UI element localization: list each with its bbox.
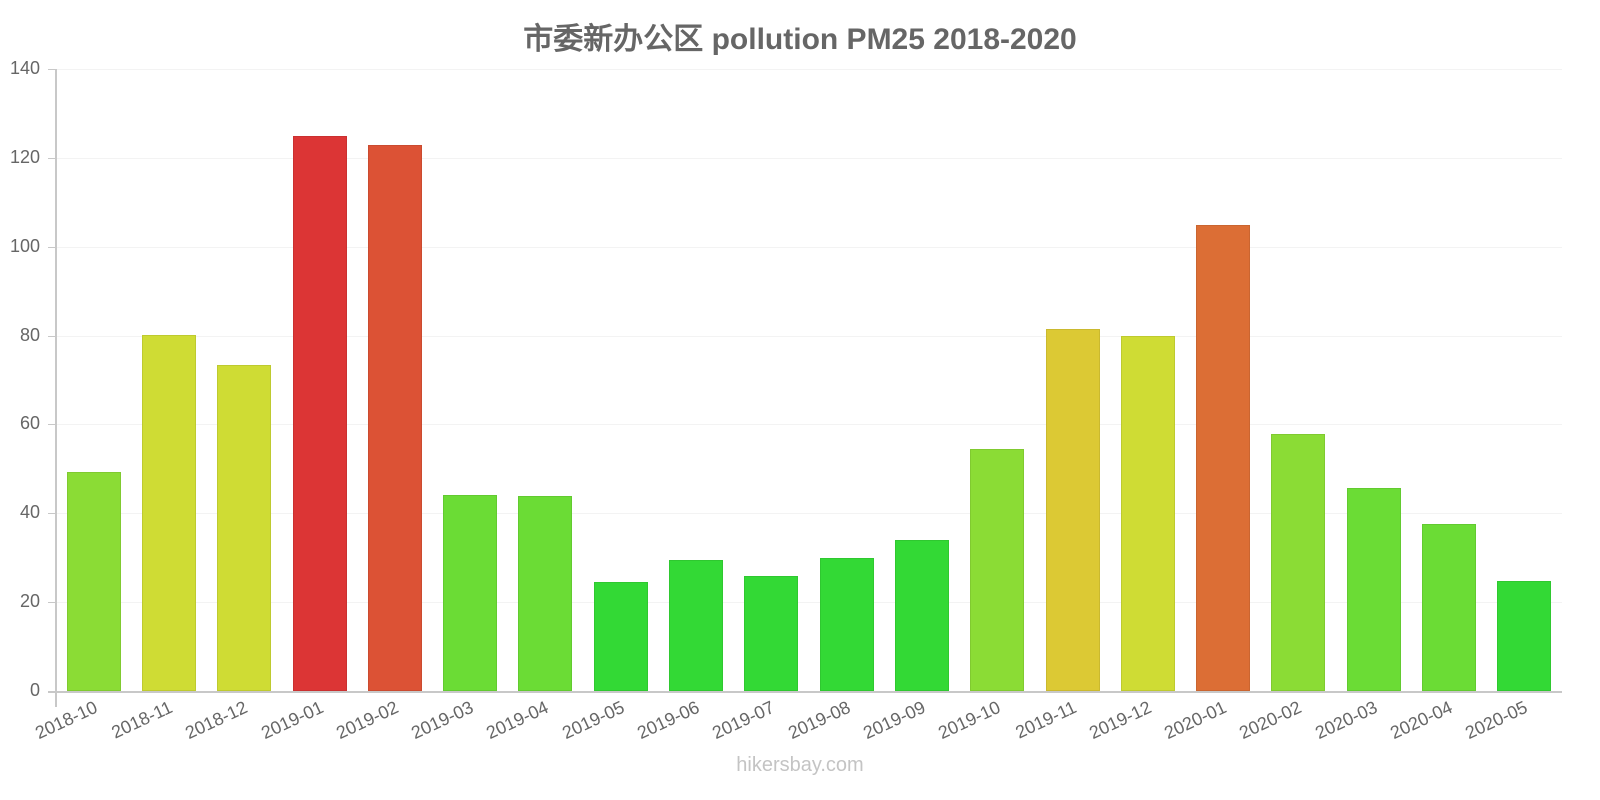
x-tick-label: 2019-05 [559, 697, 628, 744]
bar-2019-12[interactable] [1121, 336, 1175, 691]
y-tick-label: 80 [19, 325, 40, 345]
y-tick-label: 40 [19, 502, 40, 522]
x-tick-label: 2018-12 [182, 697, 251, 744]
y-axis [55, 69, 57, 707]
bar-2020-02[interactable] [1271, 434, 1325, 691]
x-axis [48, 691, 1562, 693]
x-tick-label: 2020-02 [1236, 697, 1305, 744]
gridline [56, 69, 1562, 70]
bar-2019-08[interactable] [820, 558, 874, 691]
x-tick-label: 2019-09 [860, 697, 929, 744]
y-tick-label: 140 [9, 58, 40, 78]
x-tick-label: 2019-10 [935, 697, 1004, 744]
bar-2020-03[interactable] [1347, 488, 1401, 691]
y-tick-mark [48, 247, 56, 248]
y-tick-mark [48, 69, 56, 70]
x-tick-label: 2020-01 [1161, 697, 1230, 744]
bar-2019-09[interactable] [895, 540, 949, 691]
x-tick-label: 2019-04 [483, 697, 552, 744]
bar-2020-05[interactable] [1497, 581, 1551, 691]
bar-2019-04[interactable] [518, 496, 572, 691]
bar-2019-03[interactable] [443, 495, 497, 691]
gridline [56, 424, 1562, 425]
bar-2019-07[interactable] [744, 576, 798, 691]
bar-2019-10[interactable] [970, 449, 1024, 691]
x-tick-label: 2020-03 [1312, 697, 1381, 744]
gridline [56, 158, 1562, 159]
bar-2019-05[interactable] [594, 582, 648, 691]
y-tick-label: 100 [9, 236, 40, 256]
bar-2020-04[interactable] [1422, 524, 1476, 691]
y-tick-label: 0 [29, 680, 40, 700]
x-tick-label: 2019-07 [709, 697, 778, 744]
gridline [56, 336, 1562, 337]
bar-2019-06[interactable] [669, 560, 723, 691]
x-tick-label: 2020-04 [1387, 697, 1456, 744]
y-tick-mark [48, 424, 56, 425]
x-tick-label: 2018-11 [108, 697, 176, 743]
bar-2019-11[interactable] [1046, 329, 1100, 691]
y-tick-label: 20 [19, 591, 40, 611]
y-tick-label: 120 [9, 147, 40, 167]
y-tick-label: 60 [19, 413, 40, 433]
bar-2020-01[interactable] [1196, 225, 1250, 691]
bar-2018-10[interactable] [67, 472, 121, 691]
y-tick-mark [48, 336, 56, 337]
y-tick-mark [48, 513, 56, 514]
x-tick-label: 2019-01 [258, 697, 327, 744]
bar-2018-11[interactable] [142, 335, 196, 691]
x-tick-label: 2019-02 [333, 697, 402, 744]
bar-2019-01[interactable] [293, 136, 347, 691]
x-tick-label: 2019-08 [785, 697, 854, 744]
watermark: hikersbay.com [736, 754, 864, 776]
gridline [56, 602, 1562, 603]
x-tick-label: 2020-05 [1462, 697, 1531, 744]
x-tick-label: 2019-12 [1086, 697, 1155, 744]
x-tick-label: 2019-03 [408, 697, 477, 744]
x-tick-label: 2019-06 [634, 697, 703, 744]
gridline [56, 247, 1562, 248]
gridline [56, 513, 1562, 514]
bar-2019-02[interactable] [368, 145, 422, 691]
chart-title: 市委新办公区 pollution PM25 2018-2020 [523, 23, 1077, 56]
bar-2018-12[interactable] [217, 365, 271, 691]
x-tick-label: 2019-11 [1012, 697, 1080, 743]
y-tick-mark [48, 602, 56, 603]
y-tick-mark [48, 158, 56, 159]
